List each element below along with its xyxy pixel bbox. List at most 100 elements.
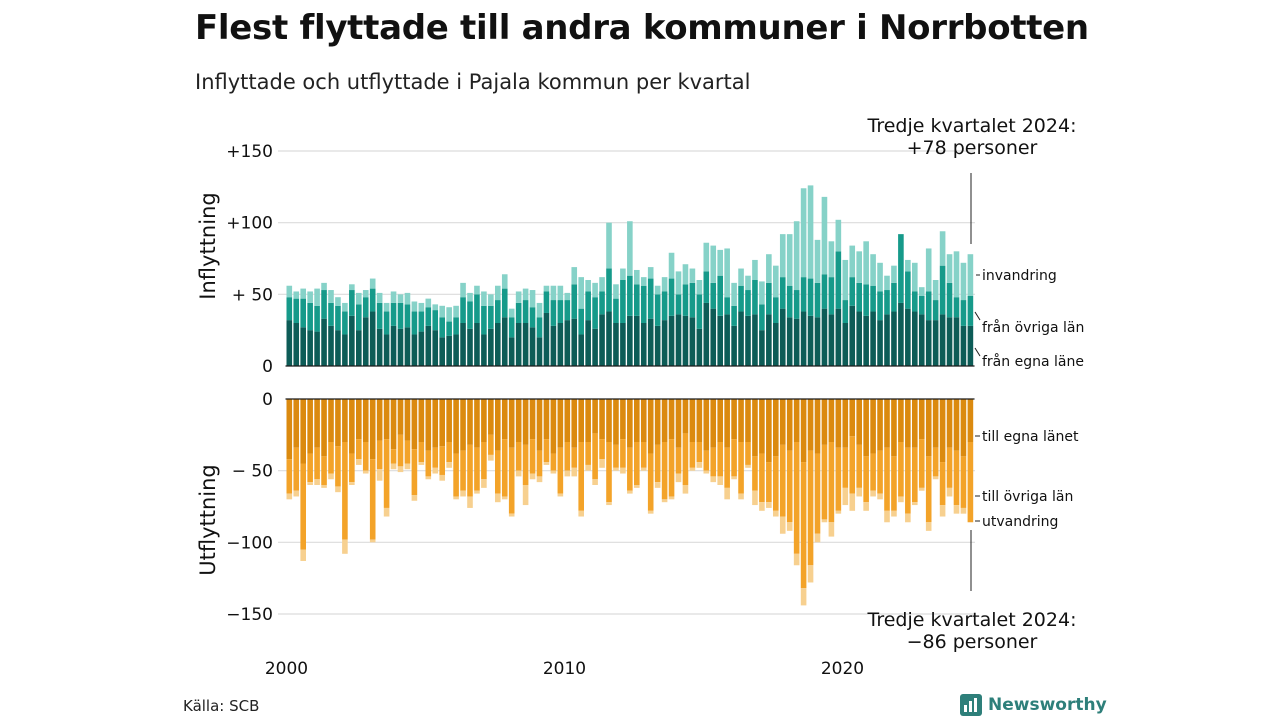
bar-fran-egna-lane xyxy=(710,308,717,366)
bar-fran-egna-lane xyxy=(390,325,397,366)
bar-fran-ovriga-lan xyxy=(849,277,856,306)
bar-utvandring xyxy=(467,496,473,508)
bar-invandring xyxy=(731,282,737,306)
bar-fran-ovriga-lan xyxy=(536,317,543,338)
bar-fran-ovriga-lan xyxy=(529,307,536,328)
bar-till-egna-lanet xyxy=(425,399,432,451)
bar-fran-egna-lane xyxy=(564,320,571,366)
bar-till-ovriga-lan xyxy=(321,456,327,485)
bar-fran-egna-lane xyxy=(786,317,793,366)
bar-invandring xyxy=(439,305,445,318)
bar-fran-ovriga-lan xyxy=(773,297,779,323)
bar-invandring xyxy=(717,249,723,276)
bar-fran-egna-lane xyxy=(439,337,445,366)
bar-utvandring xyxy=(369,539,376,543)
bar-till-ovriga-lan xyxy=(807,450,814,566)
bar-invandring xyxy=(307,291,313,303)
bar-till-egna-lanet xyxy=(349,399,355,454)
bar-fran-ovriga-lan xyxy=(300,298,306,328)
bar-utvandring xyxy=(640,467,647,471)
bar-till-ovriga-lan xyxy=(585,442,591,465)
bar-invandring xyxy=(446,307,452,322)
bar-utvandring xyxy=(390,463,397,470)
bar-fran-ovriga-lan xyxy=(814,282,821,318)
bar-utvandring xyxy=(550,470,557,474)
bar-utvandring xyxy=(946,487,953,497)
bar-fran-egna-lane xyxy=(647,318,654,366)
bar-fran-egna-lane xyxy=(307,330,313,366)
bar-fran-egna-lane xyxy=(404,327,411,366)
bar-invandring xyxy=(759,281,765,305)
bar-fran-egna-lane xyxy=(446,335,452,366)
bar-fran-ovriga-lan xyxy=(793,290,800,319)
bar-till-ovriga-lan xyxy=(918,439,925,488)
bar-invandring xyxy=(501,274,508,289)
bar-fran-egna-lane xyxy=(946,317,953,366)
bar-utvandring xyxy=(724,487,730,500)
bar-fran-egna-lane xyxy=(529,327,536,366)
bar-invandring xyxy=(912,262,918,292)
y-tick-label-out: −150 xyxy=(226,605,273,625)
bar-fran-ovriga-lan xyxy=(766,282,772,315)
bar-fran-ovriga-lan xyxy=(925,291,932,321)
bar-utvandring xyxy=(453,496,459,500)
bar-till-egna-lanet xyxy=(495,399,501,451)
bar-fran-ovriga-lan xyxy=(682,284,689,316)
bar-till-egna-lanet xyxy=(939,399,946,463)
bar-utvandring xyxy=(418,462,425,465)
bar-fran-ovriga-lan xyxy=(501,288,508,318)
bar-till-egna-lanet xyxy=(453,399,459,454)
bar-fran-ovriga-lan xyxy=(898,234,904,303)
bar-till-ovriga-lan xyxy=(383,439,390,508)
bar-invandring xyxy=(369,278,376,289)
bar-invandring xyxy=(411,301,418,312)
bar-till-egna-lanet xyxy=(905,399,911,448)
bar-invandring xyxy=(835,219,842,252)
bar-fran-ovriga-lan xyxy=(307,302,313,331)
bar-fran-ovriga-lan xyxy=(647,278,654,319)
bar-utvandring xyxy=(342,539,348,554)
bar-fran-ovriga-lan xyxy=(884,290,890,315)
bar-utvandring xyxy=(731,476,737,480)
annotation-in-line2: +78 personer xyxy=(907,137,1038,159)
bar-fran-egna-lane xyxy=(898,302,904,366)
bar-utvandring xyxy=(592,479,598,485)
bar-invandring xyxy=(766,254,772,283)
bar-fran-ovriga-lan xyxy=(891,282,897,312)
bar-invandring xyxy=(522,288,529,301)
bar-till-ovriga-lan xyxy=(564,442,571,471)
bar-till-egna-lanet xyxy=(536,399,543,451)
bar-till-egna-lanet xyxy=(369,399,376,460)
bar-fran-egna-lane xyxy=(849,305,856,366)
bar-utvandring xyxy=(439,474,445,481)
bar-utvandring xyxy=(807,565,814,583)
bar-fran-ovriga-lan xyxy=(724,297,730,315)
bar-fran-ovriga-lan xyxy=(432,310,439,331)
bar-till-egna-lanet xyxy=(362,399,369,442)
bar-invandring xyxy=(321,282,327,291)
bar-till-ovriga-lan xyxy=(717,442,723,477)
bars-inflyttning xyxy=(285,185,975,367)
bar-fran-egna-lane xyxy=(835,308,842,366)
bar-fran-ovriga-lan xyxy=(425,307,432,326)
bar-utvandring xyxy=(717,476,723,485)
bar-fran-egna-lane xyxy=(432,330,439,366)
bar-till-egna-lanet xyxy=(467,399,473,445)
bar-fran-ovriga-lan xyxy=(738,285,744,312)
bar-till-egna-lanet xyxy=(842,399,849,448)
bar-till-ovriga-lan xyxy=(453,453,459,497)
bar-till-egna-lanet xyxy=(731,399,737,440)
bar-till-egna-lanet xyxy=(627,399,633,448)
bar-till-egna-lanet xyxy=(912,399,918,448)
bar-fran-ovriga-lan xyxy=(411,311,418,335)
bar-till-ovriga-lan xyxy=(967,442,974,523)
bar-till-ovriga-lan xyxy=(863,456,869,503)
bar-invandring xyxy=(738,268,744,286)
bar-fran-egna-lane xyxy=(738,311,744,366)
bar-till-ovriga-lan xyxy=(731,439,737,477)
bar-fran-egna-lane xyxy=(640,323,647,366)
y-ticks-in: +150 +100 + 50 0 xyxy=(226,142,273,377)
bar-fran-egna-lane xyxy=(842,323,849,366)
bar-fran-ovriga-lan xyxy=(953,297,960,318)
bar-invandring xyxy=(786,234,793,286)
